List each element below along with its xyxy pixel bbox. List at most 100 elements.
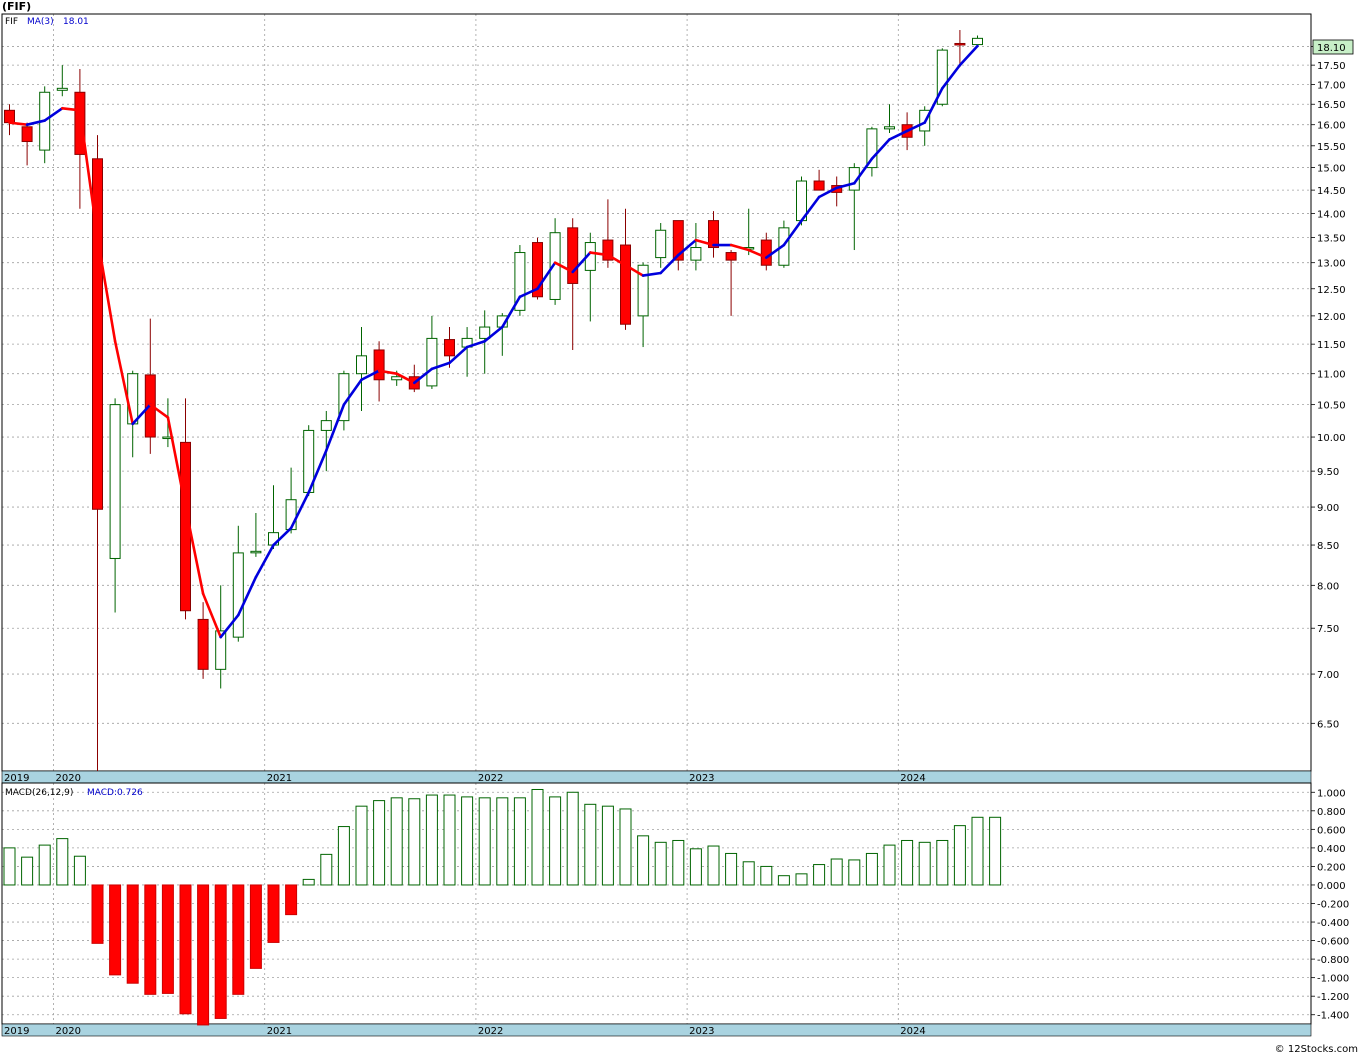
ma-segment: [237, 575, 258, 617]
ma-segment: [43, 106, 64, 122]
macd-bar: [971, 816, 984, 886]
macd-bar: [302, 878, 315, 886]
candle-body: [21, 126, 33, 143]
ma-segment: [25, 119, 47, 126]
macd-bar: [549, 796, 562, 886]
macd-bar: [830, 858, 843, 886]
ma-segment: [184, 505, 205, 595]
price-y-tick-label: 10.50: [1317, 401, 1346, 412]
price-y-tick-label: 7.50: [1317, 624, 1339, 635]
candle-body: [4, 109, 15, 124]
ma-segment: [606, 253, 627, 267]
macd-value-label: MACD:0.726: [87, 788, 143, 798]
ma-segment: [307, 449, 328, 494]
macd-bar: [760, 865, 773, 886]
candle-body: [532, 242, 543, 298]
price-y-tick-label: 15.00: [1317, 164, 1346, 175]
price-y-tick-label: 8.00: [1317, 581, 1339, 592]
macd-x-axis-labels: 2019 2020 2021 2022 2023 2024: [4, 1026, 926, 1037]
ma-segment: [342, 378, 363, 406]
price-y-tick-label: 11.50: [1317, 340, 1346, 351]
macd-bar: [813, 864, 826, 886]
price-y-tick-label: 9.00: [1317, 503, 1339, 514]
ma-segment: [940, 63, 962, 90]
candle-body: [760, 239, 772, 266]
macd-y-tick-label: -1.400: [1317, 1011, 1349, 1022]
macd-bar: [566, 791, 579, 886]
macd-bar: [285, 884, 298, 916]
macd-y-tick-label: -0.800: [1317, 955, 1349, 966]
price-x-axis-labels: 2019 2020 2021 2022 2023 2024: [4, 773, 926, 784]
macd-bar: [725, 852, 738, 886]
macd-y-tick-label: -1.000: [1317, 974, 1349, 985]
candle-body: [672, 220, 684, 261]
candle-body: [954, 42, 966, 46]
ma-segment: [289, 491, 311, 530]
macd-bar: [654, 841, 667, 886]
macd-bar: [179, 884, 192, 1015]
macd-y-tick-label: 0.600: [1317, 825, 1346, 836]
candle-body: [373, 349, 385, 381]
macd-bar: [109, 884, 122, 976]
macd-bar: [161, 884, 174, 994]
macd-histogram: [3, 788, 1002, 1026]
macd-bar: [584, 803, 597, 886]
ma-segment: [817, 186, 839, 199]
macd-y-tick-label: -0.400: [1317, 918, 1349, 929]
macd-bar: [601, 805, 614, 886]
macd-bar: [373, 800, 386, 886]
price-y-tick-label: 10.00: [1317, 433, 1346, 444]
macd-bar: [742, 861, 755, 886]
ma-segment: [377, 369, 399, 376]
candle-body: [690, 247, 702, 261]
macd-bar: [214, 884, 227, 1019]
ma-segment: [641, 271, 663, 277]
ma-segment: [272, 526, 293, 547]
ma-segment: [624, 263, 645, 277]
ma-segment: [676, 238, 698, 257]
macd-bar: [73, 855, 86, 886]
price-y-tick-label: 14.50: [1317, 186, 1346, 197]
macd-bar: [320, 853, 333, 886]
candle-body: [74, 91, 86, 155]
ma-segment: [905, 121, 927, 133]
macd-bar: [496, 797, 509, 886]
moving-average-line: [8, 44, 979, 639]
candle-body: [285, 499, 297, 531]
ma-segment: [483, 325, 504, 343]
macd-bar: [144, 884, 157, 995]
candle-body: [936, 49, 948, 105]
candle-body: [884, 126, 895, 130]
ma-segment: [747, 248, 768, 259]
last-price-value: 18.10: [1317, 43, 1346, 54]
ma-segment: [518, 287, 539, 299]
ma-segment: [888, 129, 909, 141]
macd-bar: [531, 788, 544, 886]
candle-body: [725, 252, 737, 261]
price-y-tick-label: 6.50: [1317, 719, 1339, 730]
ma-segment: [395, 372, 416, 385]
macd-bar: [390, 797, 403, 886]
price-date-axis: [1, 770, 1312, 784]
price-x-tick-label: 2020: [56, 773, 81, 784]
macd-bar: [232, 884, 245, 995]
price-y-tick-label: 12.00: [1317, 312, 1346, 323]
macd-y-tick-label: -1.200: [1317, 992, 1349, 1003]
macd-bar: [989, 816, 1002, 886]
macd-y-tick-label: -0.600: [1317, 937, 1349, 948]
ma-segment: [360, 369, 381, 382]
price-y-tick-label: 17.00: [1317, 80, 1346, 91]
ma-segment: [412, 367, 434, 385]
candle-body: [444, 339, 455, 357]
ma-segment: [923, 87, 944, 124]
macd-y-tick-label: 0.200: [1317, 862, 1346, 873]
macd-bar: [337, 826, 350, 886]
price-x-tick-label: 2021: [267, 773, 292, 784]
ma-segment: [852, 157, 874, 185]
ma-segment: [835, 181, 856, 190]
ma-segment: [500, 295, 522, 329]
candle-body: [391, 376, 403, 381]
footer-copyright: © 12Stocks.com: [1275, 1044, 1358, 1055]
ma-segment: [448, 345, 469, 365]
